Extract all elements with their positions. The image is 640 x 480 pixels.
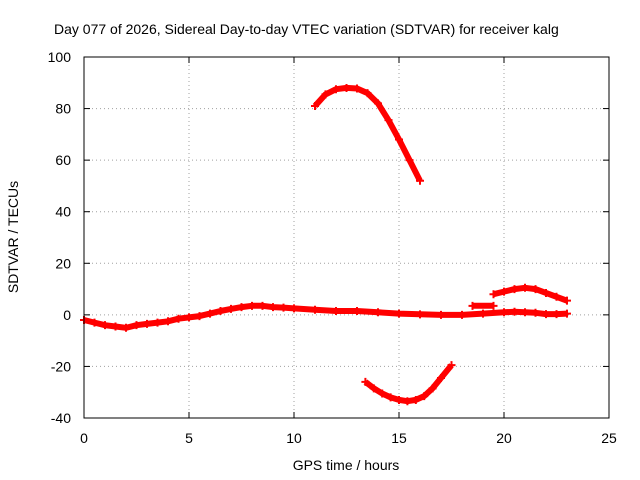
series-upper-arc-point (405, 156, 414, 165)
series-baseline-point (542, 310, 550, 319)
series-lower-arc-point (386, 393, 395, 402)
x-tick-label: 0 (80, 430, 88, 446)
series-right-arc-point (552, 292, 561, 301)
series-upper-arc-point (384, 116, 393, 125)
series-baseline-point (290, 304, 298, 313)
series-baseline-point (153, 318, 162, 327)
series-baseline-point (111, 322, 120, 331)
series-baseline-point (458, 310, 466, 319)
series-upper-arc-point (311, 101, 319, 110)
series-baseline-point (332, 306, 340, 315)
series-upper-arc (312, 84, 423, 183)
series-baseline-point (353, 306, 361, 315)
series-right-arc-point (510, 285, 519, 294)
series-baseline-point (174, 314, 183, 323)
series-baseline-point (500, 308, 508, 317)
x-tick-label: 20 (496, 430, 512, 446)
series-lower-arc-point (403, 397, 412, 406)
series-baseline-point (437, 310, 445, 319)
series-baseline-point (531, 308, 540, 317)
series-upper-arc-point (363, 89, 372, 98)
series-lower-arc-point (420, 392, 429, 401)
series-lower-arc-point (411, 395, 420, 404)
series-baseline-point (164, 317, 172, 326)
series-lower-arc-point (395, 395, 403, 404)
series-right-arc-point (563, 296, 571, 305)
y-tick-label: -40 (51, 410, 71, 426)
series-right-arc-point (521, 283, 529, 292)
plot-frame (83, 56, 610, 419)
series-lower-arc-point (369, 384, 378, 393)
series-baseline-point (227, 304, 235, 313)
series-baseline (83, 302, 568, 331)
y-tick-label: 60 (55, 152, 71, 168)
y-tick-label: 40 (55, 204, 71, 220)
series-baseline-point (311, 305, 319, 314)
x-tick-label: 10 (286, 430, 302, 446)
x-axis-label: GPS time / hours (293, 457, 400, 473)
series-baseline-point (374, 308, 382, 317)
series-right-arc-point (489, 290, 498, 299)
x-tick-label: 5 (185, 430, 193, 446)
y-tick-label: 20 (55, 255, 71, 271)
series-baseline-point (258, 301, 267, 310)
y-axis-label: SDTVAR / TECUs (5, 181, 21, 293)
series-baseline-point (216, 306, 225, 315)
series-upper-arc-point (395, 135, 403, 144)
series-upper-arc-point (374, 99, 382, 108)
series-right-flat-point (489, 301, 498, 310)
series-baseline-point (195, 312, 204, 321)
y-tick-label: 80 (55, 101, 71, 117)
y-tick-label: 100 (48, 49, 72, 65)
tick-labels: 0 5 10 15 20 25 -40 -20 0 20 40 60 80 100 (48, 49, 617, 446)
series-group (80, 83, 571, 406)
series-baseline-point (510, 307, 519, 316)
series-baseline-point (416, 310, 424, 319)
series-lower-arc-point (428, 384, 437, 393)
series-upper-arc-point (332, 85, 340, 94)
series-baseline-point (552, 310, 561, 319)
series-baseline-point (563, 309, 571, 318)
series-baseline-point (248, 301, 256, 310)
series-lower-arc-point (361, 377, 370, 386)
series-baseline-point (395, 309, 403, 318)
x-tick-label: 15 (391, 430, 407, 446)
series-baseline-point (279, 303, 288, 312)
y-tick-label: 0 (63, 307, 71, 323)
series-baseline-point (479, 309, 487, 318)
chart-title: Day 077 of 2026, Sidereal Day-to-day VTE… (54, 21, 559, 37)
series-upper-arc-point (321, 90, 330, 99)
series-lower-arc (363, 363, 454, 405)
series-baseline-point (101, 321, 109, 330)
y-tick-label: -20 (51, 358, 71, 374)
series-baseline-point (132, 321, 141, 330)
axis-ticks (83, 56, 610, 419)
series-right-arc-point (531, 285, 540, 294)
series-lower-arc-point (437, 374, 445, 383)
series-upper-arc-point (416, 176, 424, 185)
series-baseline-point (237, 303, 246, 312)
series-baseline-point (269, 303, 277, 312)
grid (84, 57, 609, 418)
series-lower-arc-point (447, 361, 456, 370)
series-baseline-point (206, 309, 214, 318)
series-upper-arc-point (342, 83, 351, 92)
series-right-flat-point (468, 301, 477, 310)
series-upper-arc-point (353, 84, 361, 93)
series-baseline-point (90, 318, 99, 327)
series-baseline-point (122, 323, 130, 332)
series-baseline-point (521, 308, 529, 317)
series-right-arc-point (500, 287, 508, 296)
series-baseline-point (143, 319, 151, 328)
x-tick-label: 25 (601, 430, 617, 446)
series-baseline-point (185, 313, 193, 322)
series-lower-arc-point (378, 389, 387, 398)
series-right-arc-point (542, 288, 550, 297)
